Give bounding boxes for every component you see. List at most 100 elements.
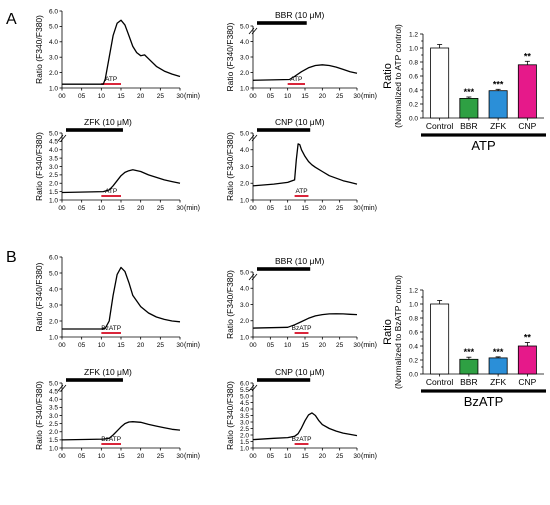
drug-bar (257, 267, 311, 271)
y-axis-label: Ratio (F340/F380) (34, 381, 44, 450)
y-tick-label: 6.0 (240, 380, 249, 387)
x-tick-label: 20 (137, 93, 145, 100)
category-label: CNP (518, 121, 536, 131)
y-tick-label: 0.2 (409, 357, 418, 364)
x-tick-label: 10 (284, 453, 292, 460)
x-tick-label: 25 (336, 205, 344, 212)
trace-panel-b-3: 1.01.52.02.53.03.54.0 4.55.0 00 05 10 15 20 25 3… (34, 367, 200, 460)
y-tick-label: 3.0 (240, 302, 249, 309)
x-tick-label: 00 (249, 205, 257, 212)
x-tick-label: 25 (157, 453, 165, 460)
x-tick-label: 00 (249, 93, 257, 100)
x-tick-label: 10 (284, 205, 292, 212)
y-tick-label: 0.8 (409, 59, 418, 66)
y-tick-label: 5.0 (49, 24, 58, 31)
y-tick-label: 1.5 (49, 189, 58, 196)
x-tick-label: 25 (336, 453, 344, 460)
y-axis-label: Ratio (F340/F380) (225, 381, 235, 450)
y-tick-label: 2.0 (240, 318, 249, 325)
y-tick-label: 0.0 (409, 115, 418, 122)
y-tick-label: 2.0 (49, 181, 58, 188)
y-tick-label: 4.0 (49, 397, 58, 404)
x-tick-label: 00 (58, 342, 66, 349)
calcium-trace (252, 64, 358, 81)
y-tick-label: 4.0 (240, 147, 249, 154)
x-tick-label: 30 (353, 93, 361, 100)
y-tick-label: 3.0 (240, 419, 249, 426)
y-tick-label: 2.0 (49, 429, 58, 436)
y-tick-label: 0.0 (409, 371, 418, 378)
trace-panel-a-4: 1.0 2.0 3.0 4.0 5.0 00 05 10 15 20 25 30 (min) Ratio … (225, 117, 377, 212)
trace-panel-a-3: 1.01.52.0 2.53.0 3.54.04.5 5.0 00 05 10 15 20 25 3… (34, 117, 200, 212)
y-tick-label: 0.2 (409, 101, 418, 108)
y-tick-label: 4.0 (49, 39, 58, 46)
y-tick-label: 5.0 (240, 23, 249, 30)
x-tick-label: 10 (284, 93, 292, 100)
drug-bar (257, 128, 311, 132)
panel-label-b: B (6, 249, 17, 266)
y-tick-label: 3.5 (49, 405, 58, 412)
x-tick-label: 30 (353, 453, 361, 460)
x-unit-label: (min) (184, 205, 200, 212)
y-tick-label: 1.0 (49, 445, 58, 452)
y-tick-label: 3.0 (240, 164, 249, 171)
axis-break (251, 27, 258, 35)
x-tick-label: 00 (249, 453, 257, 460)
y-tick-label: 1.0 (240, 197, 249, 204)
stimulus-bar (294, 443, 309, 445)
y-tick-label: 1.0 (409, 45, 418, 52)
y-tick-label: 2.0 (240, 70, 249, 77)
y-tick-label: 5.0 (240, 393, 249, 400)
axis-break (60, 384, 67, 392)
x-tick-label: 20 (319, 453, 327, 460)
stimulus-label: ATP (295, 188, 307, 195)
category-label: Control (426, 121, 454, 131)
x-tick-label: 10 (98, 453, 106, 460)
drug-bar (66, 378, 123, 382)
x-tick-label: 20 (137, 342, 145, 349)
y-tick-label: 4.5 (49, 388, 58, 395)
y-tick-label: 1.5 (240, 439, 249, 446)
axis-break (248, 384, 255, 392)
x-tick-label: 10 (284, 342, 292, 349)
calcium-trace (252, 313, 358, 329)
x-tick-label: 30 (353, 205, 361, 212)
x-tick-label: 25 (157, 342, 165, 349)
y-tick-label: 1.0 (240, 445, 249, 452)
calcium-trace (252, 412, 358, 441)
y-tick-label: 4.5 (240, 400, 249, 407)
y-axis-label: Ratio (F340/F380) (225, 270, 235, 339)
trace-panel-b-1: 1.0 2.0 3.0 4.0 5.0 6.0 00 05 10 15 20 25 30 (min) Rat… (34, 254, 200, 349)
bar-bbr (459, 98, 479, 119)
x-tick-label: 10 (98, 342, 106, 349)
significance-bbr: *** (464, 87, 475, 97)
axis-break (248, 273, 255, 281)
y-tick-label: 4.5 (49, 139, 58, 146)
stimulus-label: ATP (105, 76, 117, 83)
significance-cnp: ** (524, 51, 532, 61)
x-tick-label: 15 (301, 93, 309, 100)
drug-label: BBR (10 μM) (275, 256, 324, 266)
y-tick-label: 4.0 (49, 147, 58, 154)
y-tick-label: 1.0 (49, 197, 58, 204)
y-axis-label: Ratio (F340/F380) (34, 15, 44, 84)
y-tick-label: 3.0 (49, 413, 58, 420)
y-tick-label: 4.0 (240, 39, 249, 46)
significance-zfk: *** (493, 347, 504, 357)
x-tick-label: 30 (176, 93, 184, 100)
y-axis-label: Ratio (F340/F380) (34, 262, 44, 331)
x-tick-label: 30 (353, 342, 361, 349)
x-tick-label: 05 (267, 342, 275, 349)
panel-label-a: A (6, 11, 17, 28)
stimulus-bar (101, 83, 121, 85)
y-tick-label: 1.0 (240, 85, 249, 92)
bar-cnp (517, 64, 537, 119)
y-tick-label: 5.0 (240, 130, 249, 137)
x-tick-label: 15 (301, 342, 309, 349)
bar-zfk (488, 357, 508, 375)
drug-label: ZFK (10 μM) (84, 117, 132, 127)
x-tick-label: 05 (267, 453, 275, 460)
y-tick-label: 1.5 (49, 437, 58, 444)
y-tick-label: 0.8 (409, 315, 418, 322)
